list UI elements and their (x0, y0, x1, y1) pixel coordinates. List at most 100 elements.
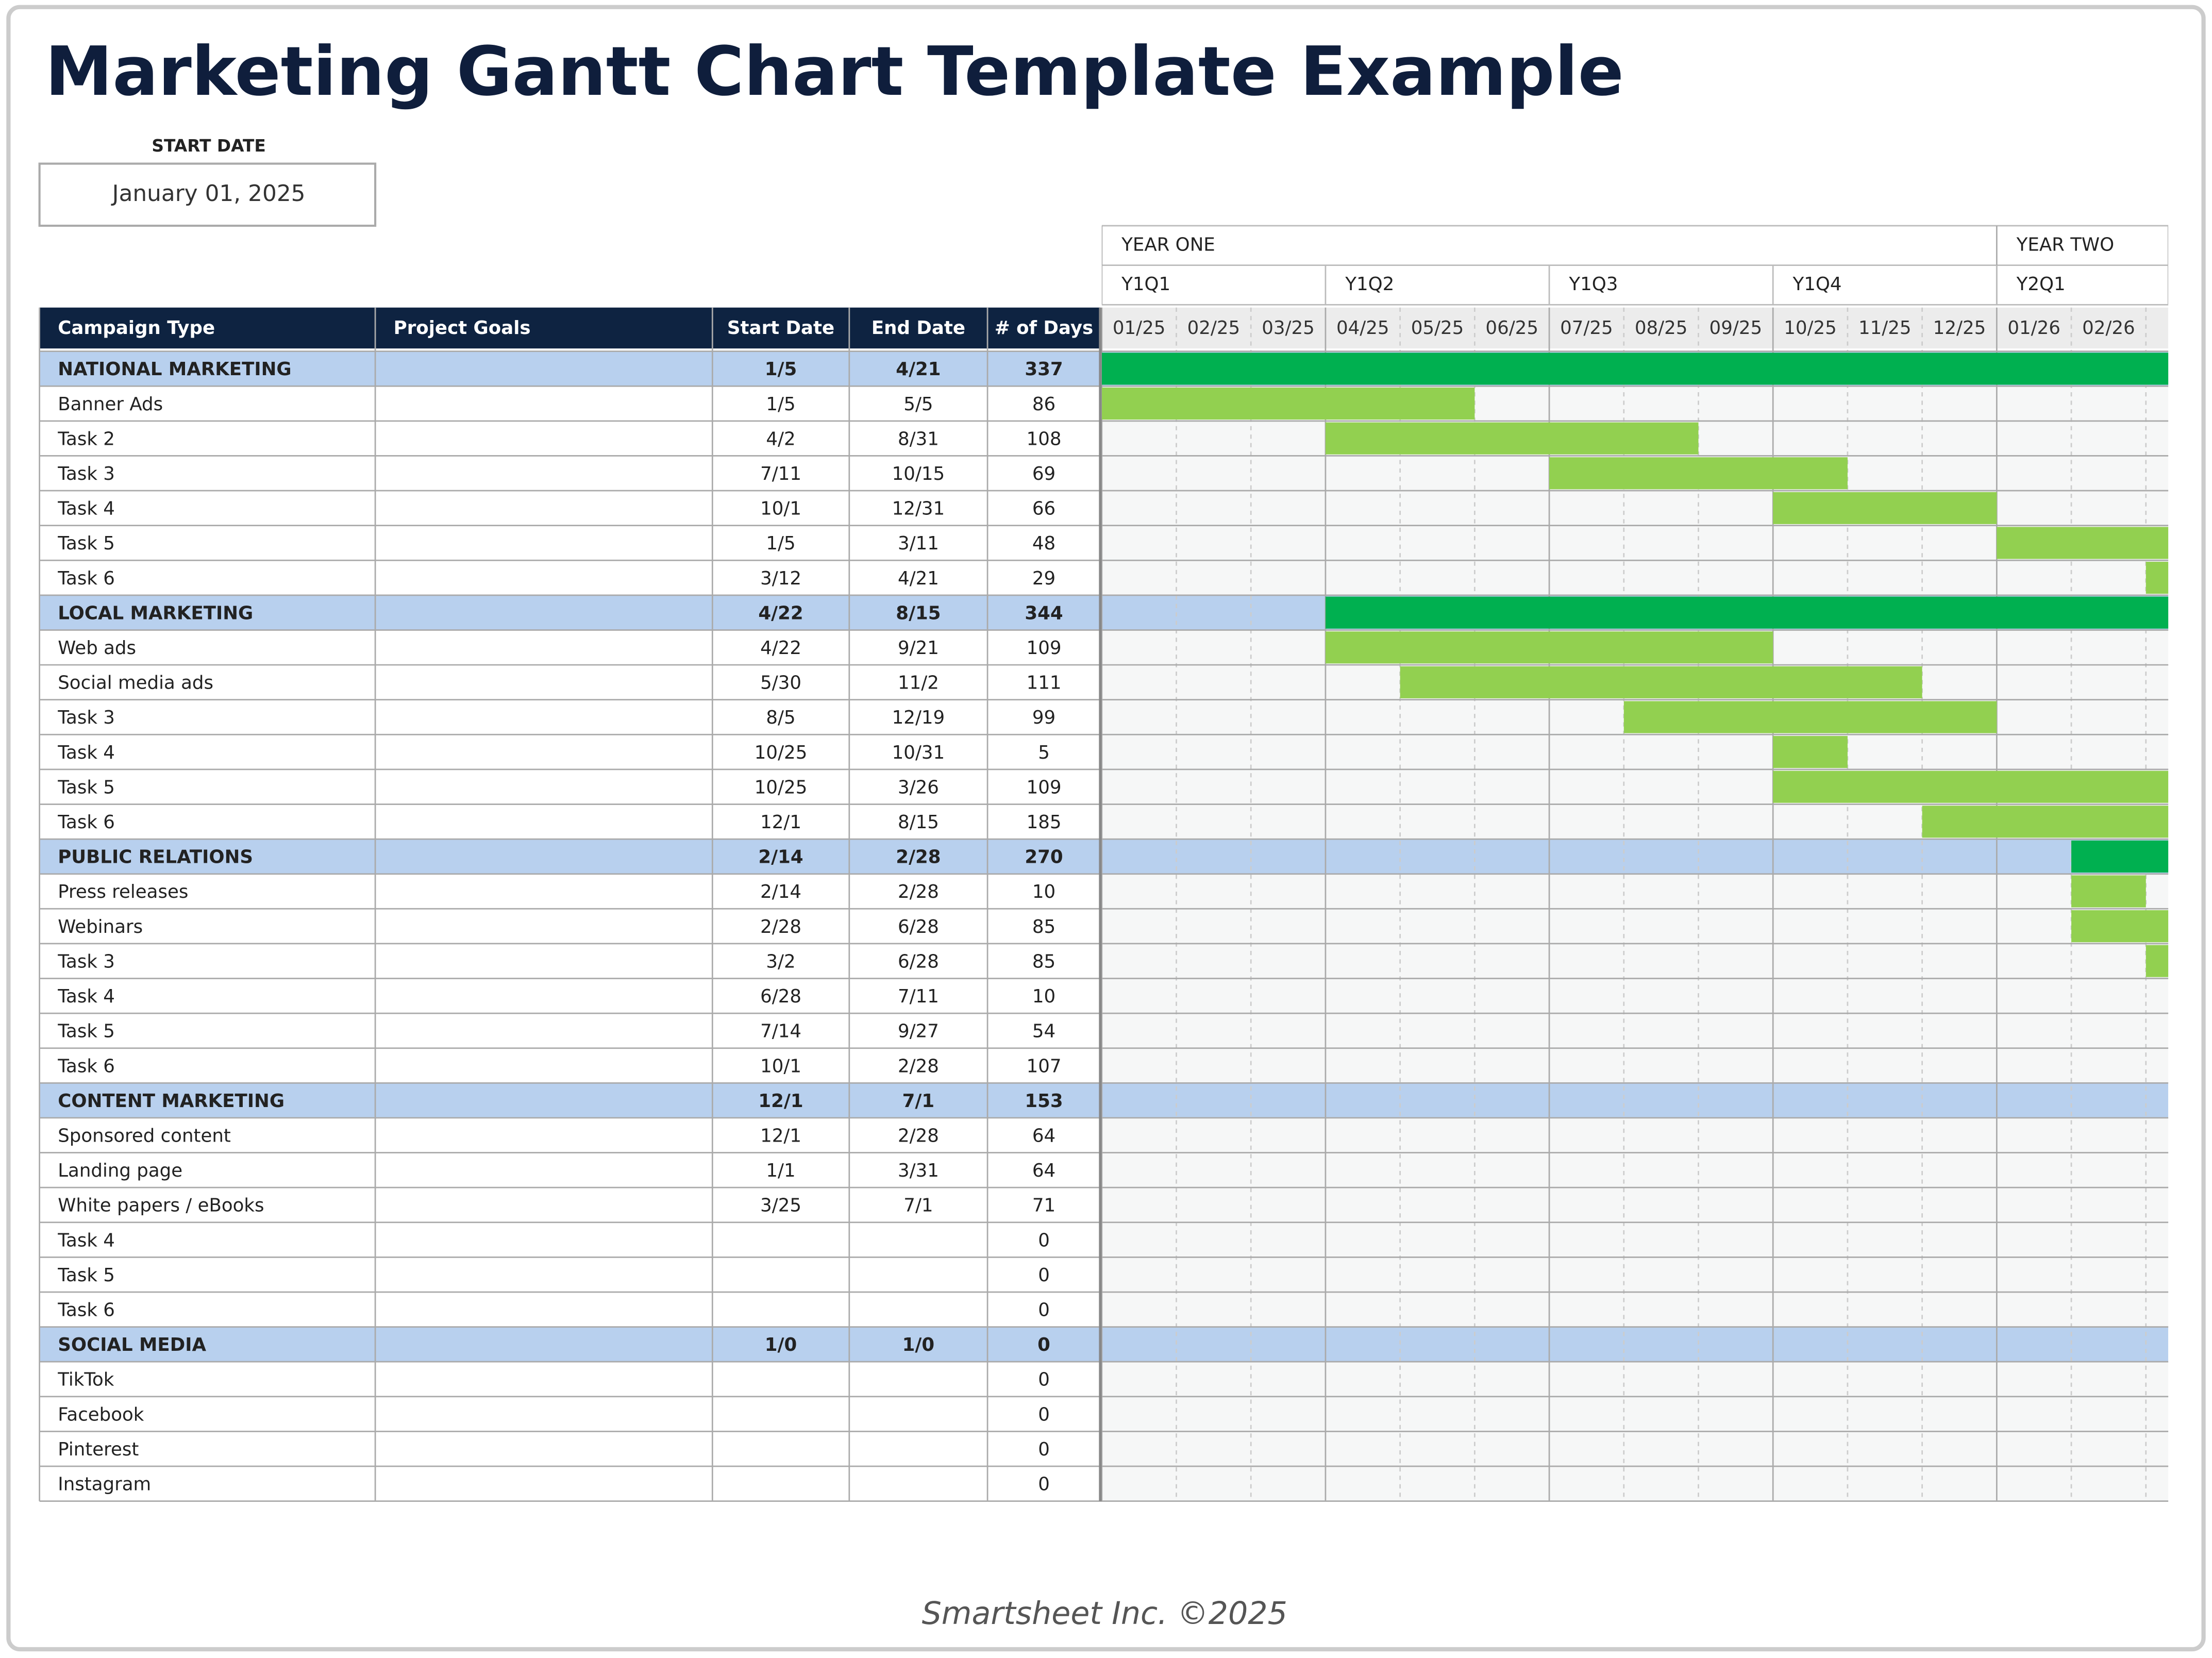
row-name: Facebook (58, 1404, 144, 1425)
timeline-row (1101, 1083, 2169, 1118)
row-end: 10/15 (892, 463, 945, 484)
row-name: Task 3 (57, 707, 115, 728)
task-row (39, 769, 1101, 805)
timeline-row (1101, 1152, 2169, 1188)
row-end: 8/15 (898, 812, 939, 833)
row-end: 12/31 (892, 498, 945, 520)
row-name: Task 5 (57, 1265, 115, 1286)
task-row (39, 909, 1101, 944)
row-end: 12/19 (892, 707, 945, 728)
timeline-row (1101, 1431, 2169, 1466)
row-days: 0 (1038, 1230, 1050, 1251)
month-label: 02/25 (1187, 317, 1241, 339)
group-row (39, 351, 1101, 387)
row-end: 11/2 (898, 673, 939, 694)
task-row (39, 1048, 1101, 1083)
row-name: Task 2 (57, 428, 115, 449)
task-row (39, 665, 1101, 700)
task-row (39, 874, 1101, 909)
row-name: PUBLIC RELATIONS (58, 847, 253, 868)
row-end: 2/28 (898, 1056, 939, 1077)
task-row (39, 421, 1101, 456)
row-start: 1/5 (765, 359, 797, 380)
row-start: 2/14 (758, 847, 803, 868)
column-header: Project Goals (394, 317, 531, 339)
task-row (39, 1222, 1101, 1258)
row-name: Task 5 (57, 1021, 115, 1042)
row-end: 2/28 (898, 1125, 939, 1146)
group-bar (1101, 353, 2169, 385)
row-start: 1/0 (765, 1334, 797, 1355)
timeline-row (1101, 1013, 2169, 1048)
row-name: Banner Ads (58, 394, 163, 415)
row-name: Social media ads (58, 673, 213, 694)
row-name: Task 6 (57, 812, 115, 833)
row-days: 48 (1032, 533, 1055, 554)
row-start: 4/22 (758, 602, 803, 624)
row-name: Task 3 (57, 951, 115, 972)
row-name: Task 4 (57, 986, 115, 1007)
month-label: 02/26 (2082, 317, 2135, 339)
month-header (1101, 307, 2169, 349)
task-row (39, 1117, 1101, 1153)
row-end: 3/11 (898, 533, 939, 554)
timeline-row (1101, 1327, 2169, 1362)
month-label: 11/25 (1858, 317, 1912, 339)
timeline-row (1101, 1048, 2169, 1083)
group-row (39, 1327, 1101, 1362)
month-label: 03/25 (1262, 317, 1315, 339)
row-start: 10/25 (755, 742, 808, 763)
task-bar (1101, 387, 1475, 420)
row-end: 3/31 (898, 1160, 939, 1181)
task-row (39, 943, 1101, 979)
timeline-row (1101, 491, 2169, 526)
row-name: Task 4 (57, 498, 115, 520)
task-bar (2146, 561, 2169, 594)
task-bar (1773, 492, 1997, 524)
month-label: 10/25 (1784, 317, 1837, 339)
row-end: 4/21 (896, 359, 941, 380)
task-bar (1773, 771, 2169, 803)
group-bar (2071, 840, 2169, 873)
row-start: 4/22 (760, 638, 801, 659)
month-label: 01/26 (2007, 317, 2060, 339)
row-start: 4/2 (766, 428, 795, 449)
row-start: 10/1 (760, 498, 801, 520)
quarter-label: Y1Q3 (1568, 274, 1618, 295)
month-label: 12/25 (1933, 317, 1986, 339)
timeline-row (1101, 1187, 2169, 1222)
row-start: 2/14 (760, 881, 801, 902)
row-end: 5/5 (903, 394, 933, 415)
task-bar (2071, 875, 2146, 908)
task-row (39, 1431, 1101, 1466)
task-row (39, 1396, 1101, 1432)
task-row (39, 525, 1101, 561)
row-name: Landing page (58, 1160, 182, 1181)
row-start: 2/28 (760, 916, 801, 937)
month-label: 08/25 (1635, 317, 1688, 339)
row-name: Task 4 (57, 742, 115, 763)
row-end: 7/11 (898, 986, 939, 1007)
timeline-row (1101, 839, 2169, 874)
row-end: 1/0 (902, 1334, 935, 1355)
column-header: Campaign Type (58, 317, 215, 339)
task-bar (1325, 631, 1773, 664)
quarter-label: Y2Q1 (2016, 274, 2066, 295)
row-name: TikTok (57, 1369, 114, 1391)
row-name: SOCIAL MEDIA (58, 1334, 206, 1355)
row-end: 9/21 (898, 638, 939, 659)
row-end: 6/28 (898, 951, 939, 972)
timeline-row (1101, 1117, 2169, 1153)
task-row (39, 1152, 1101, 1188)
row-start: 3/12 (760, 568, 801, 589)
start-date-box (38, 162, 377, 227)
month-label: 04/25 (1336, 317, 1389, 339)
year-label: YEAR ONE (1121, 234, 1215, 255)
row-start: 12/1 (760, 812, 801, 833)
month-label: 06/25 (1485, 317, 1538, 339)
task-row (39, 456, 1101, 491)
row-days: 109 (1027, 638, 1062, 659)
row-days: 85 (1032, 916, 1055, 937)
row-days: 337 (1025, 359, 1063, 380)
